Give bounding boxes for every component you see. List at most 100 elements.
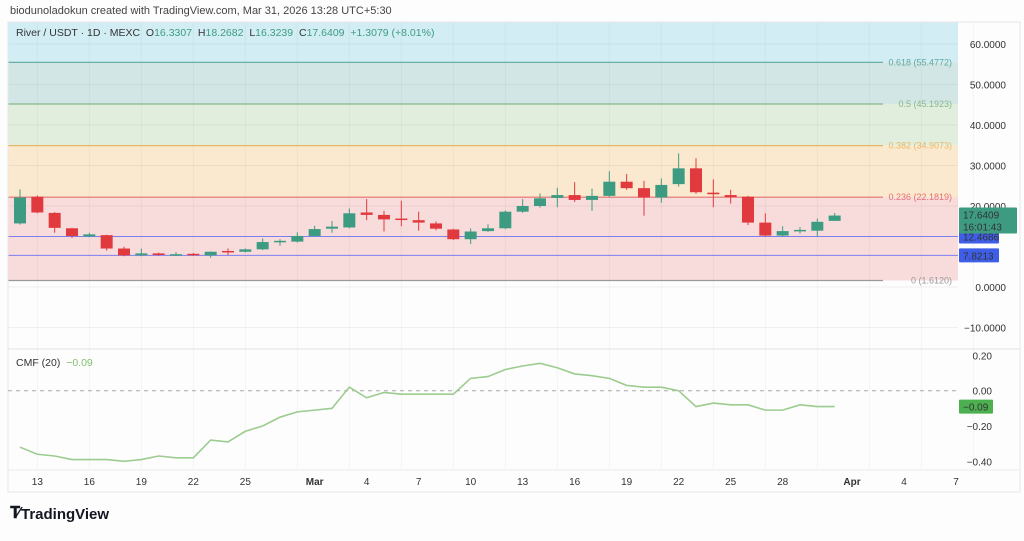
time-axis-label: 7 xyxy=(953,477,959,488)
time-axis-label: Mar xyxy=(306,477,324,488)
fib-label-0.236: 0.236 (22.1819) xyxy=(888,192,952,202)
chart-frame xyxy=(7,21,1021,493)
candle-body: Mar 26 xyxy=(741,196,754,223)
cmf-value: −0.09 xyxy=(66,357,93,369)
open-value: 16.3307 xyxy=(154,27,193,39)
candle-body: Feb 17 xyxy=(100,235,113,249)
cmf-legend: CMF (20) −0.09 xyxy=(16,357,93,369)
cmf-axis-label: 0.20 xyxy=(973,351,993,362)
candle-body: Mar 19 xyxy=(620,181,633,189)
price-tag-label: 12.4686 xyxy=(963,233,1000,244)
candle-body: Mar 23 xyxy=(689,168,702,193)
price-axis-label: 40.0000 xyxy=(970,121,1007,132)
candle-body: Feb 27 xyxy=(273,240,286,243)
time-axis-label: 25 xyxy=(240,477,252,488)
last-price-label: 17.6409 xyxy=(963,211,1000,222)
time-axis-label: 19 xyxy=(621,477,633,488)
cmf-axis-label: 0.00 xyxy=(973,387,993,398)
candle-body: Feb 13 xyxy=(31,196,44,213)
candle-body: Mar 12 xyxy=(499,211,512,229)
candle-body: Mar 28 xyxy=(776,231,789,236)
time-axis-label: 4 xyxy=(901,477,907,488)
candle-body: Mar 13 xyxy=(516,206,529,212)
time-axis-label: Apr xyxy=(843,477,860,488)
time-axis-label: 16 xyxy=(569,477,581,488)
time-axis-label: 28 xyxy=(777,477,789,488)
candle-body: Mar 8 xyxy=(429,223,442,229)
candle-body: Feb 24 xyxy=(221,250,234,253)
logo-text: TradingView xyxy=(20,505,110,523)
candle-body: Mar 25 xyxy=(724,195,737,198)
candle-body: Feb 18 xyxy=(117,248,130,256)
candle-body: Mar 16 xyxy=(568,195,581,200)
time-axis-label: 4 xyxy=(364,477,370,488)
last-price-tag xyxy=(959,207,1017,234)
close-value: 17.6409 xyxy=(306,27,345,39)
candle-body: Mar 7 xyxy=(412,220,425,223)
cmf-value-tag xyxy=(959,399,993,414)
time-axis-label: 10 xyxy=(465,477,477,488)
candle-body: Mar 5 xyxy=(377,214,390,220)
time-axis-label: 22 xyxy=(673,477,685,488)
candle-body: Feb 26 xyxy=(256,242,269,250)
price-axis-label: 30.0000 xyxy=(970,162,1007,173)
candle-body: Mar 4 xyxy=(360,212,373,215)
candle-body: Feb 19 xyxy=(135,253,148,256)
candle-body: Mar 22 xyxy=(672,168,685,185)
fib-label-0.382: 0.382 (34.9073) xyxy=(888,141,952,151)
cmf-axis-label: −0.20 xyxy=(967,422,993,433)
fib-label-0: 0 (1.6120) xyxy=(911,275,952,285)
cmf-value-tag-label: −0.09 xyxy=(963,403,989,414)
time-axis-label: 22 xyxy=(188,477,200,488)
candle-body: Feb 21 xyxy=(169,254,182,256)
candle-body: Mar 10 xyxy=(464,231,477,240)
price-axis-label: −10.0000 xyxy=(964,324,1006,335)
candle-body: Feb 12 xyxy=(14,197,26,224)
open-label: O xyxy=(145,27,155,39)
cmf-line xyxy=(19,362,835,463)
high-value: 18.2682 xyxy=(205,27,244,39)
fib-label-0.618: 0.618 (55.4772) xyxy=(888,57,952,67)
time-axis-label: 13 xyxy=(517,477,529,488)
fib-band-top xyxy=(8,22,958,63)
candle-body: Mar 9 xyxy=(447,229,460,240)
price-axis-label: 60.0000 xyxy=(970,40,1007,51)
candle-body: Mar 15 xyxy=(551,195,564,198)
fib-band-0.382 xyxy=(8,145,958,198)
time-axis-label: 7 xyxy=(416,477,422,488)
time-axis-label: 19 xyxy=(136,477,148,488)
price-axis-label: 20.0000 xyxy=(970,202,1007,213)
price-tag-label: 7.8213 xyxy=(963,251,994,262)
candle-body: Mar 20 xyxy=(637,188,650,198)
candle-body: Mar 1 xyxy=(308,229,321,236)
tradingview-logo: 𝐓∕ TradingView xyxy=(10,505,109,523)
candle-body: Feb 25 xyxy=(239,249,252,252)
candle-body: Mar 6 xyxy=(395,218,408,221)
candle-body: Feb 20 xyxy=(152,253,165,256)
fib-label-0.5: 0.5 (45.1923) xyxy=(898,99,952,109)
countdown-label: 16:01:43 xyxy=(963,223,1002,234)
candle-body: Feb 22 xyxy=(187,253,200,256)
candle-body: Feb 23 xyxy=(204,251,217,256)
candle-body: Feb 15 xyxy=(65,228,78,236)
candle-body: Mar 3 xyxy=(343,213,356,228)
cmf-title: CMF (20) xyxy=(16,357,61,369)
fib-band-0.236 xyxy=(8,197,958,281)
candle-body: Mar 29 xyxy=(793,229,806,232)
candle-body: Feb 16 xyxy=(83,234,96,237)
candle-body: Mar 30 xyxy=(811,221,824,231)
candle-body: Feb 28 xyxy=(291,235,304,242)
candle-body: Mar 2 xyxy=(325,226,338,229)
fib-band-0.618 xyxy=(8,62,958,104)
price-axis-label: 50.0000 xyxy=(970,81,1007,92)
candle-body: Feb 14 xyxy=(48,212,61,228)
price-axis-label: 0.0000 xyxy=(975,283,1006,294)
cmf-axis-label: −0.40 xyxy=(967,457,993,468)
candle-body: Mar 27 xyxy=(759,222,772,236)
candle-body: Mar 21 xyxy=(655,184,668,198)
candle-body: Mar 18 xyxy=(603,181,616,196)
candle-body: Mar 31 xyxy=(828,215,841,221)
high-label: H xyxy=(197,27,206,39)
close-label: C xyxy=(298,27,307,39)
